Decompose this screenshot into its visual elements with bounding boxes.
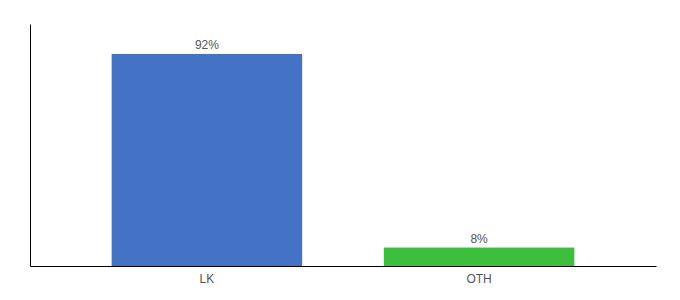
x-tick-label: LK — [200, 272, 215, 286]
x-tick: OTH — [466, 272, 491, 286]
bars — [112, 54, 575, 266]
data-label: 8% — [470, 232, 488, 246]
y-axis — [30, 25, 31, 267]
data-labels: 92% 8% — [195, 38, 488, 246]
x-tick-label: OTH — [466, 272, 491, 286]
y-axis-line — [30, 25, 31, 267]
plot-area: LK OTH 92% 8% — [31, 25, 657, 286]
x-tick: LK — [200, 272, 215, 286]
x-axis: LK OTH — [31, 267, 657, 286]
data-label: 92% — [195, 38, 219, 52]
x-axis-line — [31, 266, 657, 267]
bar — [112, 54, 303, 266]
bar — [384, 248, 575, 266]
chart: LK OTH 92% 8% — [0, 0, 680, 300]
